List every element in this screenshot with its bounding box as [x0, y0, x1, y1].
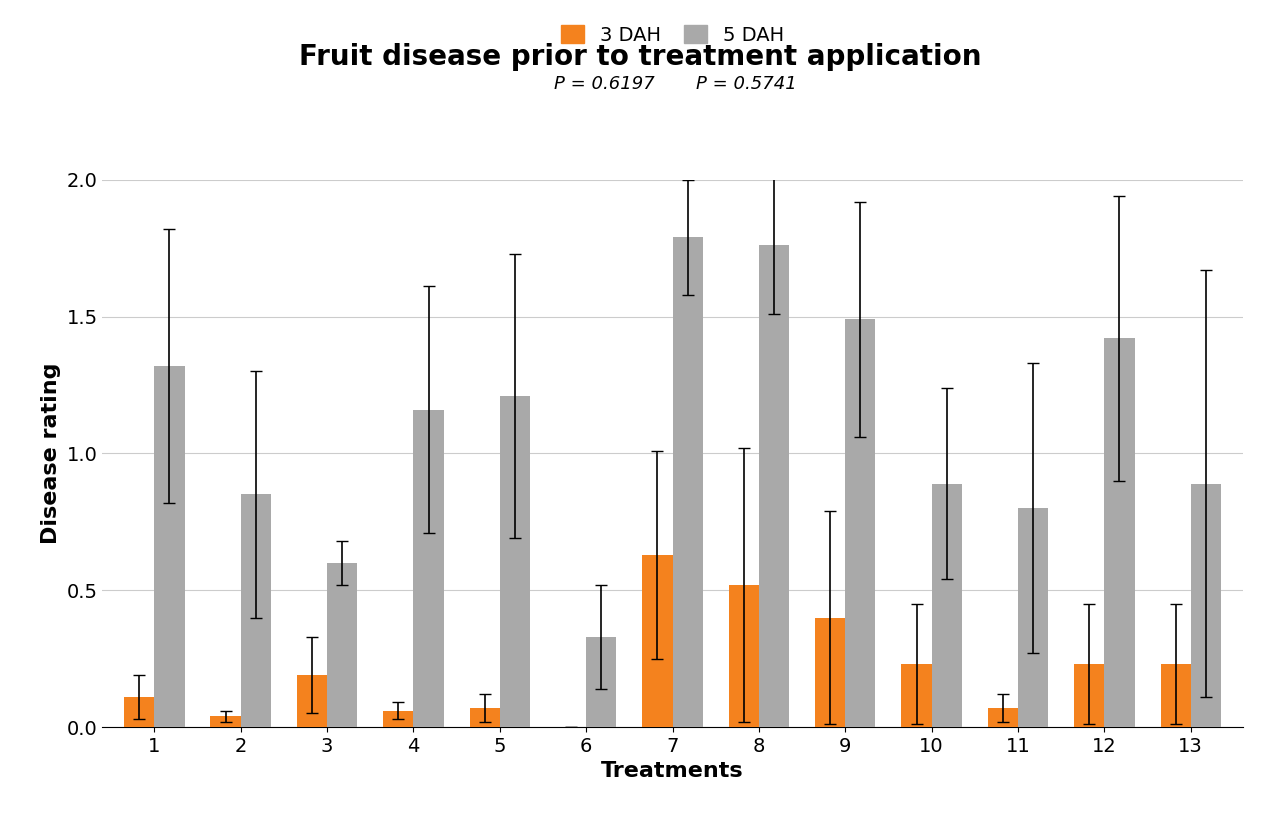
- Text: P = 0.6197: P = 0.6197: [553, 75, 655, 93]
- Bar: [845, 319, 875, 727]
- Y-axis label: Disease rating: Disease rating: [41, 363, 61, 544]
- Bar: [1161, 664, 1191, 727]
- Bar: [124, 697, 154, 727]
- Bar: [988, 708, 1018, 727]
- Bar: [210, 717, 241, 727]
- Bar: [414, 409, 443, 727]
- Bar: [241, 494, 270, 727]
- Bar: [470, 708, 500, 727]
- Bar: [1018, 508, 1048, 727]
- Bar: [1075, 664, 1104, 727]
- Text: Fruit disease prior to treatment application: Fruit disease prior to treatment applica…: [300, 43, 981, 71]
- Bar: [327, 563, 357, 727]
- Bar: [154, 366, 184, 727]
- Legend: 3 DAH, 5 DAH: 3 DAH, 5 DAH: [561, 25, 784, 45]
- Bar: [1104, 338, 1135, 727]
- Bar: [587, 636, 616, 727]
- Bar: [931, 484, 962, 727]
- Bar: [297, 675, 327, 727]
- Bar: [1191, 484, 1221, 727]
- Bar: [729, 585, 758, 727]
- X-axis label: Treatments: Treatments: [601, 761, 744, 781]
- Bar: [902, 664, 931, 727]
- Text: P = 0.5741: P = 0.5741: [697, 75, 797, 93]
- Bar: [815, 618, 845, 727]
- Bar: [383, 711, 414, 727]
- Bar: [758, 245, 789, 727]
- Bar: [642, 555, 673, 727]
- Bar: [673, 237, 703, 727]
- Bar: [500, 396, 530, 727]
